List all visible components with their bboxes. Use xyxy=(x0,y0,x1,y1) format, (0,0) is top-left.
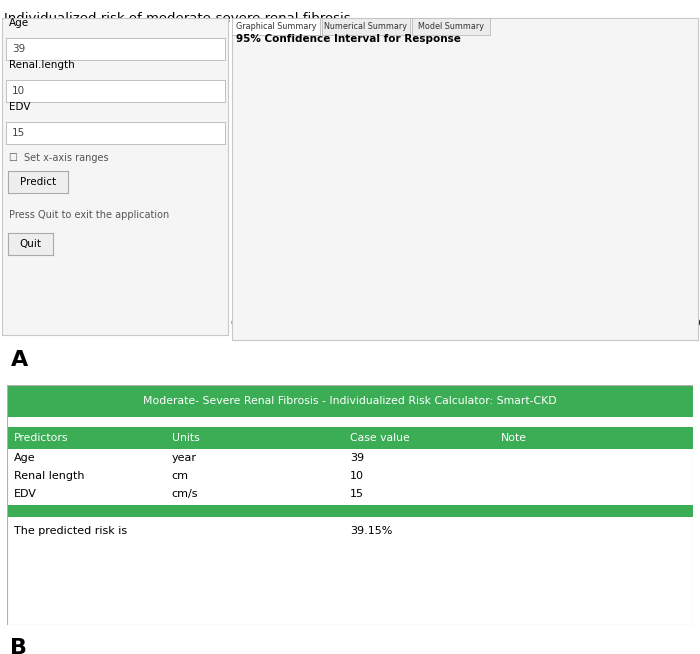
Text: Predict: Predict xyxy=(20,177,56,187)
Text: ☐  Set x-axis ranges: ☐ Set x-axis ranges xyxy=(9,153,108,163)
Text: 15: 15 xyxy=(12,128,25,138)
Text: cm/s: cm/s xyxy=(172,489,198,499)
Text: cm: cm xyxy=(172,471,188,481)
Text: Graphical Summary: Graphical Summary xyxy=(236,22,316,31)
Text: year: year xyxy=(172,453,197,463)
Bar xyxy=(7,385,693,417)
Text: Predictors: Predictors xyxy=(14,433,69,443)
Bar xyxy=(7,427,693,449)
Text: 95% Confidence Interval for Response: 95% Confidence Interval for Response xyxy=(235,34,461,44)
Text: Individualized risk of moderate-severe renal fibrosis: Individualized risk of moderate-severe r… xyxy=(4,12,350,25)
Text: Renal.length: Renal.length xyxy=(9,60,75,70)
X-axis label: Probability: Probability xyxy=(435,331,500,341)
Text: Note: Note xyxy=(501,433,527,443)
Text: 39: 39 xyxy=(12,44,25,54)
Text: Case value: Case value xyxy=(350,433,410,443)
Text: A: A xyxy=(10,350,28,370)
Text: 10: 10 xyxy=(350,471,364,481)
Text: Moderate- Severe Renal Fibrosis - Individualized Risk Calculator: Smart-CKD: Moderate- Severe Renal Fibrosis - Indivi… xyxy=(144,396,556,406)
Text: 39.15%: 39.15% xyxy=(350,526,393,536)
Text: Quit: Quit xyxy=(19,239,41,249)
Text: B: B xyxy=(10,638,27,654)
Text: EDV: EDV xyxy=(14,489,36,499)
Text: 10: 10 xyxy=(12,86,25,96)
Text: Age: Age xyxy=(9,18,29,28)
Text: EDV: EDV xyxy=(9,102,31,112)
Text: 15: 15 xyxy=(350,489,364,499)
Text: Model Summary: Model Summary xyxy=(418,22,484,31)
Text: 39: 39 xyxy=(350,453,364,463)
Text: Units: Units xyxy=(172,433,200,443)
Text: Age: Age xyxy=(14,453,36,463)
Text: Renal length: Renal length xyxy=(14,471,85,481)
Bar xyxy=(7,505,693,517)
Text: Numerical Summary: Numerical Summary xyxy=(325,22,407,31)
Text: The predicted risk is: The predicted risk is xyxy=(14,526,127,536)
Text: Press Quit to exit the application: Press Quit to exit the application xyxy=(9,210,169,220)
